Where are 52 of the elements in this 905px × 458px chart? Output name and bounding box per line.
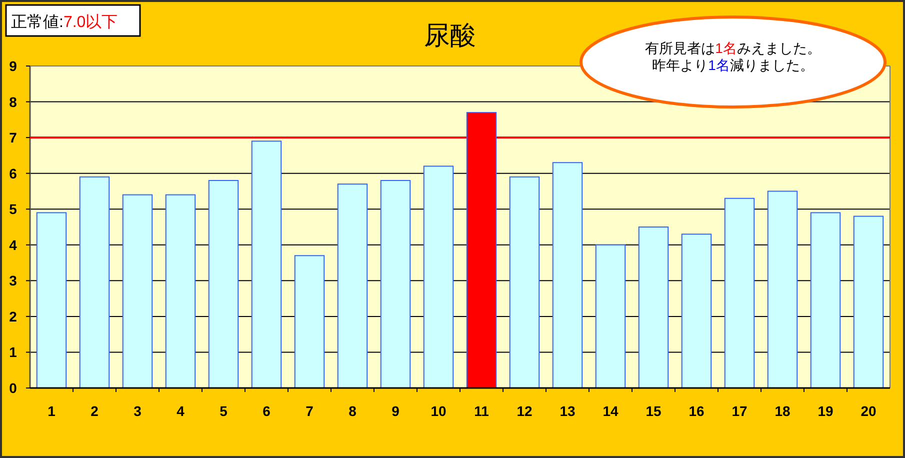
- x-tick-label: 8: [348, 403, 357, 419]
- x-tick-label: 15: [646, 403, 662, 419]
- text: 有所見者は1名みえました。: [645, 40, 821, 56]
- bar: [122, 194, 153, 388]
- x-tick-label: 2: [90, 403, 99, 419]
- bar: [380, 180, 411, 388]
- x-tick-label: 3: [134, 403, 142, 419]
- x-tick-label: 6: [262, 403, 271, 419]
- bar: [552, 162, 583, 388]
- x-tick-label: 10: [430, 403, 446, 419]
- bar: [251, 140, 282, 388]
- bar: [294, 255, 325, 388]
- x-tick-label: 7: [306, 403, 314, 419]
- x-tick-label: 4: [176, 403, 185, 419]
- x-tick-label: 1: [48, 403, 56, 419]
- x-tick-label: 14: [602, 403, 618, 419]
- bar: [509, 176, 540, 388]
- x-tick-label: 19: [818, 403, 834, 419]
- x-tick-label: 20: [860, 403, 876, 419]
- x-tick-label: 13: [560, 403, 576, 419]
- text: 正常値:7.0以下: [11, 13, 118, 31]
- x-tick-label: 5: [220, 403, 228, 419]
- y-tick-label: 7: [9, 130, 18, 146]
- bar: [79, 176, 110, 388]
- y-tick-label: 0: [9, 380, 18, 396]
- y-tick-label: 6: [9, 165, 18, 182]
- y-tick-label: 5: [9, 201, 18, 218]
- bar: [853, 216, 884, 388]
- bar: [208, 180, 239, 388]
- bar: [681, 234, 712, 388]
- bar: [337, 184, 368, 388]
- x-tick-label: 11: [474, 403, 490, 419]
- chart-title: 尿酸: [424, 20, 476, 50]
- y-tick-label: 1: [9, 344, 18, 360]
- bar: [724, 198, 755, 388]
- x-tick-label: 12: [516, 403, 532, 419]
- bar: [810, 212, 841, 388]
- y-tick-label: 8: [9, 94, 18, 110]
- bar: [595, 244, 626, 388]
- y-tick-label: 2: [9, 308, 18, 324]
- bar: [638, 226, 669, 388]
- x-tick-label: 16: [688, 403, 704, 419]
- x-tick-label: 17: [732, 403, 748, 419]
- x-tick-label: 18: [774, 403, 790, 419]
- y-tick-label: 9: [9, 58, 18, 74]
- bar: [767, 190, 798, 388]
- y-tick-label: 3: [9, 272, 18, 289]
- bar: [165, 194, 196, 388]
- x-tick-label: 9: [392, 403, 400, 419]
- bar: [36, 212, 67, 388]
- y-tick-label: 4: [9, 236, 18, 253]
- bar: [423, 166, 454, 388]
